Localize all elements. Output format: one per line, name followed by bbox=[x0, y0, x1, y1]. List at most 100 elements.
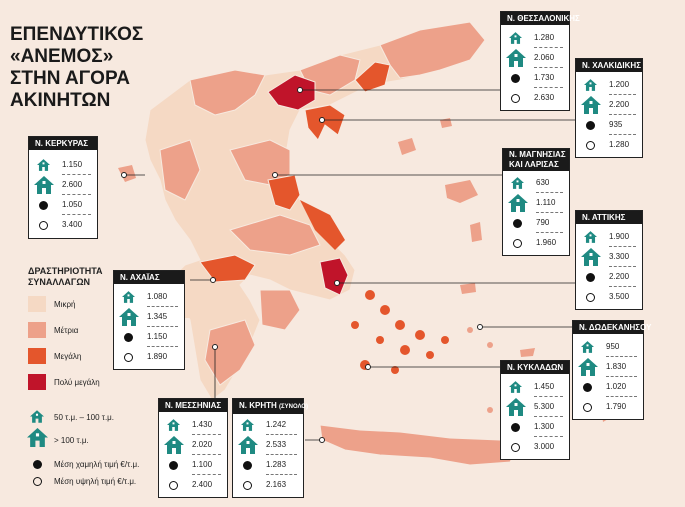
small-house-icon bbox=[37, 159, 50, 171]
big-house-icon bbox=[581, 248, 601, 266]
small-house-icon bbox=[509, 381, 522, 393]
big-house-price: 2.600 bbox=[62, 180, 83, 189]
legend-title-line-2: ΣΥΝΑΛΛΑΓΩΝ bbox=[28, 277, 91, 287]
high-price: 3.500 bbox=[609, 292, 630, 301]
region-macedonia-west bbox=[189, 69, 266, 116]
small-house-icon bbox=[122, 291, 135, 303]
low-price-dot-icon bbox=[583, 383, 592, 392]
legend-title: ΔΡΑΣΤΗΡΙΟΤΗΤΑ ΣΥΝΑΛΛΑΓΩΝ bbox=[28, 266, 103, 288]
box-title-line-2: ΚΑΙ ΛΑΡΙΣΑΣ bbox=[509, 160, 559, 169]
region-attiki bbox=[319, 257, 349, 296]
low-price-dot-icon bbox=[513, 219, 522, 228]
box-kyklades: Ν. ΚΥΚΛΑΔΩΝ 1.450 5.300 1.300 3.000 bbox=[500, 360, 570, 460]
low-price: 2.200 bbox=[609, 272, 630, 281]
legend-big-house-label: > 100 τ.μ. bbox=[54, 436, 89, 445]
box-title: Ν. ΚΥΚΛΑΔΩΝ bbox=[501, 361, 569, 374]
high-price-ring-icon bbox=[586, 141, 595, 150]
small-house-icon bbox=[509, 32, 522, 44]
box-messinia: Ν. ΜΕΣΣΗΝΙΑΣ 1.430 2.020 1.100 2.400 bbox=[158, 398, 228, 498]
low-price-dot-icon bbox=[511, 423, 520, 432]
small-house-price: 1.080 bbox=[147, 292, 168, 301]
high-price: 2.163 bbox=[266, 480, 287, 489]
low-price-dot-icon bbox=[243, 461, 252, 470]
region-thrace bbox=[379, 21, 486, 79]
box-title-name: Ν. ΚΡΗΤΗ bbox=[239, 401, 277, 410]
legend-title-line-1: ΔΡΑΣΤΗΡΙΟΤΗΤΑ bbox=[28, 266, 103, 276]
island-lesvos bbox=[445, 180, 478, 203]
legend-swatch-large bbox=[28, 348, 46, 364]
small-house-icon bbox=[584, 79, 597, 91]
low-price: 790 bbox=[536, 218, 550, 227]
small-house-icon bbox=[581, 341, 594, 353]
high-price-ring-icon bbox=[169, 481, 178, 490]
big-house-icon bbox=[164, 436, 184, 454]
high-price: 3.000 bbox=[534, 442, 555, 451]
box-title: Ν. ΔΩΔΕΚΑΝΗΣΟΥ bbox=[573, 321, 651, 334]
small-house-icon bbox=[241, 419, 254, 431]
high-price: 1.280 bbox=[609, 140, 630, 149]
big-house-icon bbox=[508, 194, 528, 212]
box-chalkidiki: Ν. ΧΑΛΚΙΔΙΚΗΣ 1.200 2.200 935 1.280 bbox=[575, 58, 643, 158]
leader-lines bbox=[124, 89, 575, 441]
title-line-3: ΣΤΗΝ ΑΓΟΡΑ bbox=[10, 68, 130, 89]
high-price-ring-icon bbox=[124, 353, 133, 362]
box-achaia: Ν. ΑΧΑΪΑΣ 1.080 1.345 1.150 1.890 bbox=[113, 270, 185, 370]
small-house-price: 1.150 bbox=[62, 160, 83, 169]
low-price-dot-icon bbox=[169, 461, 178, 470]
big-house-price: 2.533 bbox=[266, 440, 287, 449]
box-kriti: Ν. ΚΡΗΤΗ (ΣΥΝΟΛΟ) 1.242 2.533 1.283 2.16… bbox=[232, 398, 308, 498]
island-evia bbox=[300, 200, 345, 250]
big-house-price: 2.200 bbox=[609, 100, 630, 109]
legend-swatch-very-large bbox=[28, 374, 46, 390]
box-kerkyra: Ν. ΚΕΡΚΥΡΑΣ 1.150 2.600 1.050 3.400 bbox=[28, 136, 98, 239]
island-kos bbox=[520, 348, 535, 357]
big-house-price: 1.110 bbox=[536, 198, 556, 207]
high-price-ring-icon bbox=[39, 221, 48, 230]
box-title: Ν. ΜΑΓΝΗΣΙΑΣ ΚΑΙ ΛΑΡΙΣΑΣ bbox=[503, 149, 569, 171]
high-price-ring-icon bbox=[583, 403, 592, 412]
high-price: 3.400 bbox=[62, 220, 83, 229]
legend-low-price-label: Μέση χαμηλή τιμή €/τ.μ. bbox=[54, 460, 140, 469]
island-crete bbox=[319, 424, 521, 466]
region-epirus bbox=[159, 139, 201, 201]
small-house-price: 1.280 bbox=[534, 33, 555, 42]
title-line-1: ΕΠΕΝΔΥΤΙΚΟΣ bbox=[10, 24, 144, 45]
big-house-icon bbox=[578, 358, 598, 376]
region-chalkidiki bbox=[304, 104, 346, 141]
big-house-icon bbox=[34, 176, 54, 194]
box-title: Ν. ΚΕΡΚΥΡΑΣ bbox=[29, 137, 97, 150]
legend-low-price-dot-icon bbox=[33, 460, 42, 469]
high-price: 2.630 bbox=[534, 93, 555, 102]
box-title: Ν. ΚΡΗΤΗ (ΣΥΝΟΛΟ) bbox=[233, 399, 308, 414]
title-line-2: «ΑΝΕΜΟΣ» bbox=[10, 46, 114, 67]
region-peloponnese-east bbox=[259, 289, 301, 331]
region-peloponnese-south bbox=[204, 319, 256, 386]
legend-swatch-medium bbox=[28, 322, 46, 338]
small-house-price: 1.242 bbox=[266, 420, 287, 429]
box-title: Ν. ΑΧΑΪΑΣ bbox=[114, 271, 184, 284]
page-title: ΕΠΕΝΔΥΤΙΚΟΣ «ΑΝΕΜΟΣ» ΣΤΗΝ ΑΓΟΡΑ ΑΚΙΝΗΤΩΝ bbox=[10, 24, 143, 112]
big-house-price: 5.300 bbox=[534, 402, 555, 411]
legend-label-very-large: Πολύ μεγάλη bbox=[54, 378, 100, 387]
small-house-price: 1.900 bbox=[609, 232, 630, 241]
high-price-ring-icon bbox=[243, 481, 252, 490]
box-thessaloniki: Ν. ΘΕΣΣΑΛΟΝΙΚΗΣ 1.280 2.060 1.730 2.630 bbox=[500, 11, 580, 111]
small-house-price: 1.430 bbox=[192, 420, 213, 429]
big-house-icon bbox=[506, 398, 526, 416]
island-samothraki bbox=[440, 118, 452, 128]
big-house-icon bbox=[506, 49, 526, 67]
big-house-icon bbox=[581, 96, 601, 114]
small-house-icon bbox=[511, 177, 524, 189]
low-price: 935 bbox=[609, 120, 623, 129]
high-price-ring-icon bbox=[513, 239, 522, 248]
legend-high-price-label: Μέση υψηλή τιμή €/τ.μ. bbox=[54, 477, 137, 486]
small-house-price: 950 bbox=[606, 342, 620, 351]
big-house-icon bbox=[119, 308, 139, 326]
box-magnisia-larisa: Ν. ΜΑΓΝΗΣΙΑΣ ΚΑΙ ΛΑΡΙΣΑΣ 630 1.110 790 1.… bbox=[502, 148, 570, 256]
legend-label-large: Μεγάλη bbox=[54, 352, 82, 361]
legend-small-house-icon bbox=[30, 410, 44, 423]
high-price-ring-icon bbox=[586, 293, 595, 302]
low-price: 1.300 bbox=[534, 422, 555, 431]
big-house-price: 2.020 bbox=[192, 440, 213, 449]
high-price: 2.400 bbox=[192, 480, 213, 489]
